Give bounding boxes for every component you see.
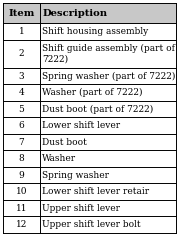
Text: 12: 12 xyxy=(16,220,27,229)
Text: Item: Item xyxy=(8,8,35,17)
Text: Description: Description xyxy=(42,8,107,17)
Text: Dust boot (part of 7222): Dust boot (part of 7222) xyxy=(42,105,153,114)
Text: Dust boot: Dust boot xyxy=(42,138,87,147)
Text: 11: 11 xyxy=(16,204,27,213)
Text: Lower shift lever: Lower shift lever xyxy=(42,121,120,130)
Text: Lower shift lever retair: Lower shift lever retair xyxy=(42,187,149,196)
Bar xyxy=(3,23,176,40)
Bar xyxy=(3,40,176,68)
Text: Shift housing assembly: Shift housing assembly xyxy=(42,27,148,36)
Text: Spring washer (part of 7222): Spring washer (part of 7222) xyxy=(42,72,176,81)
Text: 7: 7 xyxy=(19,138,25,147)
Bar xyxy=(3,200,176,216)
Bar xyxy=(3,68,176,84)
Text: 8: 8 xyxy=(19,154,25,163)
Bar xyxy=(3,183,176,200)
Text: Washer (part of 7222): Washer (part of 7222) xyxy=(42,88,143,97)
Text: Shift guide assembly (part of
7222): Shift guide assembly (part of 7222) xyxy=(42,44,175,63)
Bar xyxy=(3,216,176,233)
Bar xyxy=(3,118,176,134)
Text: 2: 2 xyxy=(19,49,24,58)
Bar xyxy=(3,167,176,183)
Bar xyxy=(3,84,176,101)
Text: 5: 5 xyxy=(19,105,25,114)
Text: 1: 1 xyxy=(19,27,25,36)
Text: 9: 9 xyxy=(19,171,25,180)
Text: Spring washer: Spring washer xyxy=(42,171,109,180)
Bar xyxy=(3,134,176,150)
Text: 3: 3 xyxy=(19,72,24,81)
Text: Upper shift lever: Upper shift lever xyxy=(42,204,120,213)
Bar xyxy=(3,150,176,167)
Text: Upper shift lever bolt: Upper shift lever bolt xyxy=(42,220,141,229)
Text: 10: 10 xyxy=(16,187,27,196)
Bar xyxy=(3,3,176,23)
Bar xyxy=(3,101,176,118)
Text: 6: 6 xyxy=(19,121,25,130)
Text: Washer: Washer xyxy=(42,154,76,163)
Text: 4: 4 xyxy=(19,88,25,97)
